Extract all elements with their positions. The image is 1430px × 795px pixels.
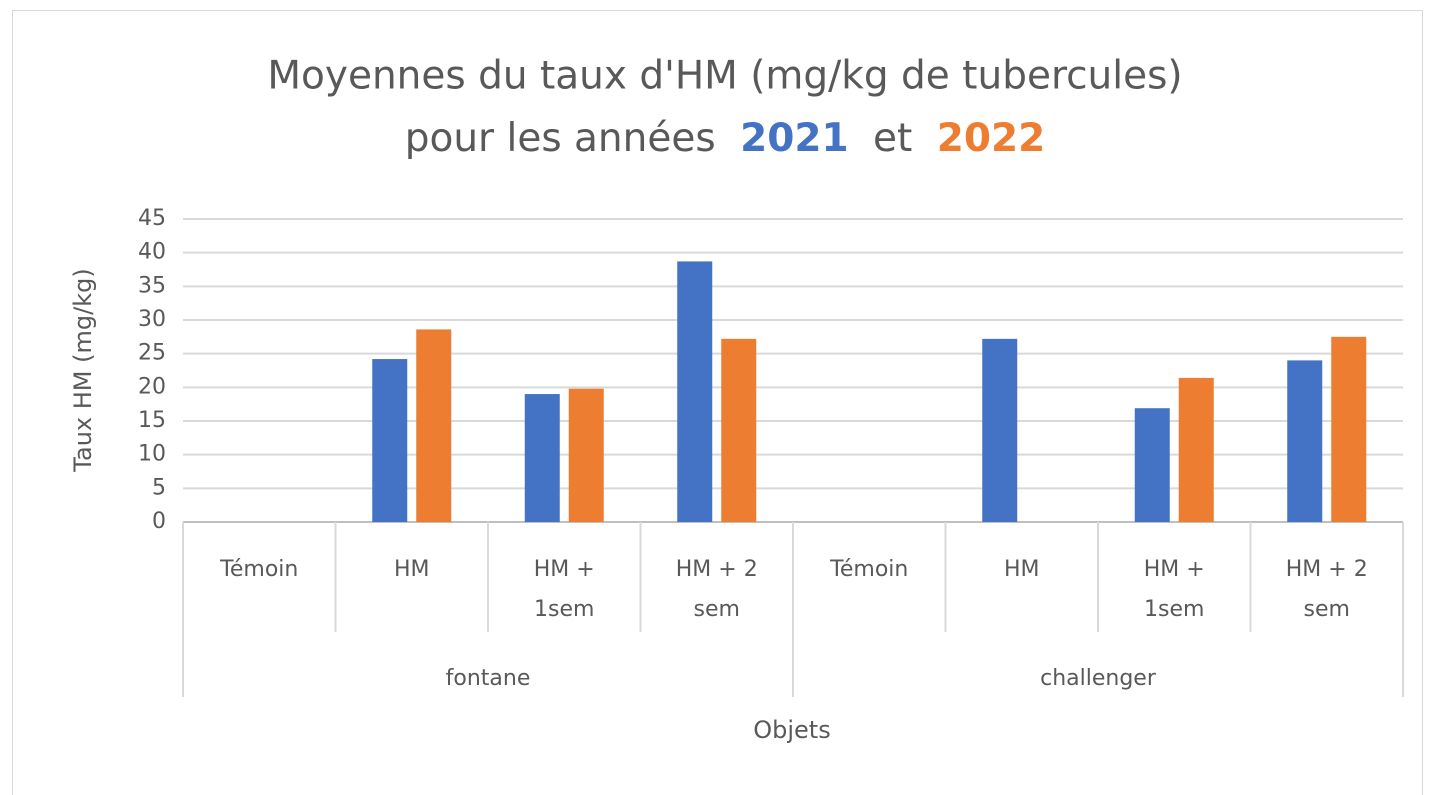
y-tick-label: 40 (138, 240, 166, 265)
bar (524, 394, 560, 522)
chart-title: pour les années 2021 et 2022 (405, 116, 1046, 161)
bar (416, 329, 452, 522)
y-tick-label: 30 (138, 307, 166, 332)
title-text: pour les années (405, 116, 716, 161)
bar (1331, 336, 1367, 522)
y-tick-label: 45 (138, 206, 166, 231)
y-tick-label: 35 (138, 273, 166, 298)
y-tick-label: 20 (138, 374, 166, 399)
bar (1178, 377, 1214, 522)
group-label: challenger (1040, 666, 1157, 691)
x-tick-label: HM + 1sem (1143, 557, 1205, 622)
x-tick-label: HM (393, 557, 430, 582)
title-series-name: 2022 (937, 116, 1046, 161)
bar (982, 338, 1018, 522)
bar (1287, 360, 1323, 522)
x-axis-label: Objets (753, 716, 830, 744)
title-text: et (873, 116, 912, 161)
x-tick-label: Témoin (220, 557, 299, 582)
x-tick-label: HM (1003, 557, 1040, 582)
y-tick-label: 5 (152, 475, 166, 500)
title-series-name: 2021 (740, 116, 849, 161)
x-tick-label: HM + 2 sem (675, 557, 758, 622)
bar (721, 338, 757, 522)
y-tick-label: 25 (138, 341, 166, 366)
bar (568, 388, 604, 522)
y-tick-label: 15 (138, 408, 166, 433)
group-label: fontane (446, 666, 531, 691)
y-axis-label: Taux HM (mg/kg) (69, 268, 97, 472)
x-tick-label: Témoin (830, 557, 909, 582)
y-tick-label: 0 (152, 509, 166, 534)
x-tick-label: HM + 2 sem (1285, 557, 1368, 622)
bar (372, 359, 408, 522)
chart-border (12, 10, 1423, 795)
chart-title: Moyennes du taux d'HM (mg/kg de tubercul… (267, 54, 1182, 99)
y-tick-label: 10 (138, 442, 166, 467)
bar (677, 261, 713, 522)
x-tick-label: HM + 1sem (533, 557, 595, 622)
bar (1134, 408, 1170, 522)
